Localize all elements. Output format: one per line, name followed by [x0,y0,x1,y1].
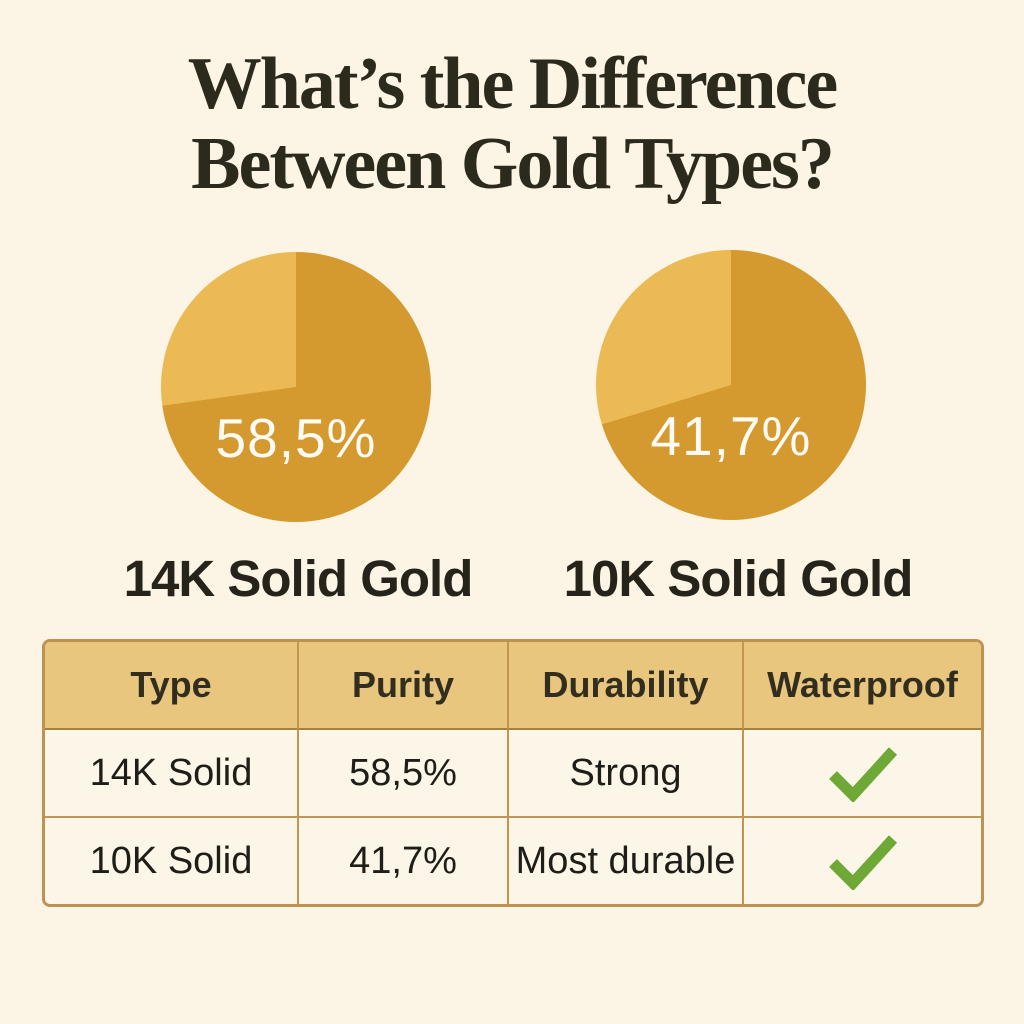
column-header-waterproof: Waterproof [744,642,981,730]
pie-chart-14k: 58,5% [161,252,431,522]
check-icon [828,747,897,802]
column-header-purity: Purity [299,642,509,730]
cell-type-14k: 14K Solid [45,730,299,818]
cell-waterproof-10k [744,818,981,904]
cell-purity-14k: 58,5% [299,730,509,818]
pie-caption-10k: 10K Solid Gold [563,550,914,607]
cell-durability-10k: Most durable [509,818,744,904]
cell-purity-10k: 41,7% [299,818,509,904]
pie-value-label-14k: 58,5% [215,407,377,470]
cell-durability-14k: Strong [509,730,744,818]
comparison-table: Type Purity Durability Waterproof 14K So… [42,639,984,907]
check-icon [828,835,897,890]
column-header-durability: Durability [509,642,744,730]
cell-type-10k: 10K Solid [45,818,299,904]
pie-value-label-10k: 41,7% [650,405,812,468]
column-header-type: Type [45,642,299,730]
pie-chart-10k: 41,7% [596,250,866,520]
cell-waterproof-14k [744,730,981,818]
page-title-line-2: Between Gold Types? [191,123,835,205]
pie-caption-14k: 14K Solid Gold [123,550,474,607]
page-title-line-1: What’s the Difference [187,43,838,125]
page-title: What’s the Difference Between Gold Types… [0,44,1024,204]
